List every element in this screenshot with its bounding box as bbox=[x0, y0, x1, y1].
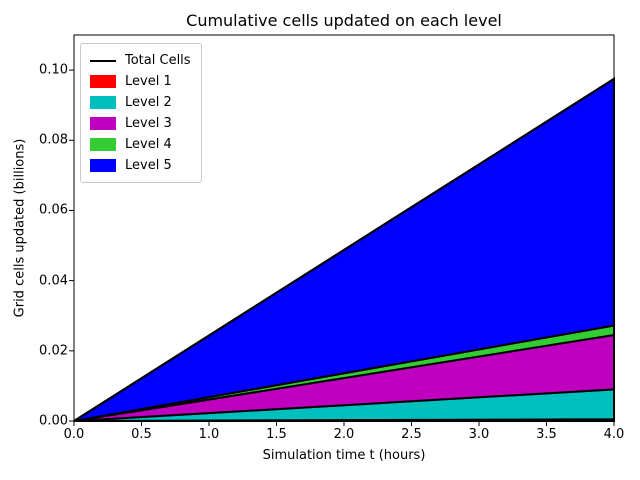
legend-label: Level 2 bbox=[125, 95, 172, 110]
chart-title: Cumulative cells updated on each level bbox=[186, 11, 502, 30]
legend-label: Total Cells bbox=[125, 53, 191, 68]
y-tick-label: 0.02 bbox=[39, 343, 68, 359]
legend-line-swatch bbox=[90, 59, 116, 62]
y-tick-label: 0.10 bbox=[39, 62, 68, 78]
y-tick-label: 0.04 bbox=[39, 273, 68, 289]
x-tick-label: 2.5 bbox=[401, 427, 422, 442]
x-tick-label: 3.0 bbox=[468, 427, 490, 442]
legend-label: Level 3 bbox=[125, 116, 172, 131]
x-tick-label: 0.5 bbox=[131, 427, 152, 442]
y-tick-label: 0.00 bbox=[39, 413, 68, 429]
y-tick-label: 0.08 bbox=[39, 132, 68, 148]
legend-patch-swatch bbox=[90, 96, 116, 109]
legend-entry: Level 3 bbox=[90, 113, 191, 134]
legend-patch-swatch bbox=[90, 117, 116, 130]
x-tick-label: 1.0 bbox=[198, 427, 220, 442]
y-axis-label: Grid cells updated (billions) bbox=[12, 138, 28, 318]
x-tick-label: 0.0 bbox=[63, 427, 85, 442]
x-tick-label: 4.0 bbox=[603, 427, 625, 442]
x-tick-label: 2.0 bbox=[333, 427, 355, 442]
legend-entry: Level 5 bbox=[90, 155, 191, 176]
y-tick-label: 0.06 bbox=[39, 202, 68, 218]
legend-patch-swatch bbox=[90, 138, 116, 151]
legend: Total Cells Level 1 Level 2 Level 3 Level 4 L… bbox=[80, 43, 202, 183]
x-axis-label: Simulation time t (hours) bbox=[262, 448, 426, 463]
legend-label: Level 5 bbox=[125, 158, 172, 173]
x-tick-label: 1.5 bbox=[266, 427, 287, 442]
x-tick-label: 3.5 bbox=[536, 427, 557, 442]
legend-patch-swatch bbox=[90, 159, 116, 172]
legend-entry: Total Cells bbox=[90, 50, 191, 71]
legend-entry: Level 1 bbox=[90, 71, 191, 92]
legend-label: Level 4 bbox=[125, 137, 172, 152]
total-cells-line bbox=[73, 78, 615, 422]
legend-entry: Level 4 bbox=[90, 134, 191, 155]
legend-patch-swatch bbox=[90, 75, 116, 88]
legend-entry: Level 2 bbox=[90, 92, 191, 113]
legend-label: Level 1 bbox=[125, 74, 172, 89]
